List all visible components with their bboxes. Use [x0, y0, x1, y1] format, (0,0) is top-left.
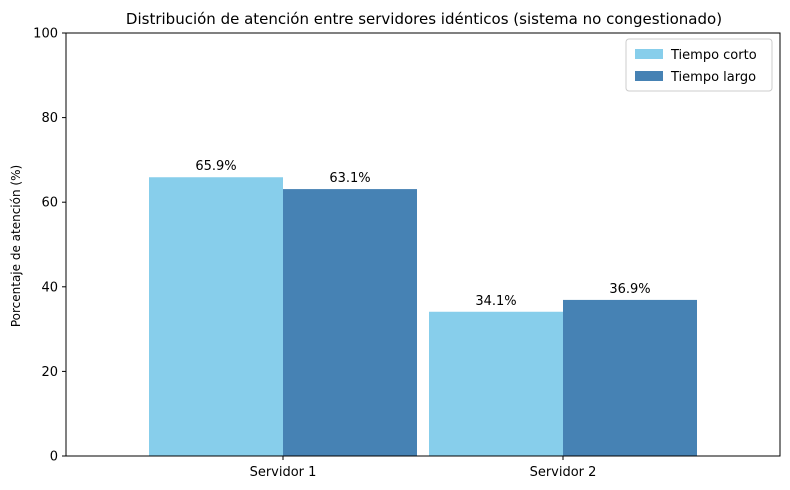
x-tick-label-1: Servidor 1: [250, 465, 317, 480]
value-labels-group: 65.9% 63.1% 34.1% 36.9%: [195, 159, 650, 309]
data-label-2-1: 34.1%: [475, 294, 516, 309]
plot-frame: [65, 32, 781, 457]
y-tick-label-60: 60: [41, 196, 58, 211]
bar-1-1: [149, 177, 283, 457]
y-tick-label-100: 100: [33, 27, 58, 42]
bars-group: [149, 177, 697, 457]
y-axis-label: Porcentaje de atención (%): [9, 165, 23, 327]
x-tick-label-2: Servidor 2: [530, 465, 597, 480]
data-label-1-1: 65.9%: [195, 159, 236, 174]
data-label-1-2: 63.1%: [329, 171, 370, 186]
legend-swatch-2: [635, 71, 663, 81]
y-tick-label-40: 40: [41, 280, 58, 295]
legend-swatch-1: [635, 49, 663, 59]
bar-2-2: [563, 299, 697, 456]
legend-label-2: Tiempo largo: [670, 70, 756, 85]
y-tick-label-80: 80: [41, 111, 58, 126]
y-tick-label-0: 0: [50, 450, 58, 465]
bar-1-2: [283, 189, 417, 456]
y-axis-ticks: 0 20 40 60 80 100: [33, 27, 66, 465]
chart-title: Distribución de atención entre servidore…: [126, 10, 722, 28]
x-axis-ticks: Servidor 1 Servidor 2: [250, 456, 597, 480]
legend-label-1: Tiempo corto: [670, 48, 757, 63]
y-tick-label-20: 20: [41, 365, 58, 380]
bar-2-1: [429, 311, 563, 456]
data-label-2-2: 36.9%: [609, 282, 650, 297]
legend: Tiempo corto Tiempo largo: [625, 38, 773, 92]
